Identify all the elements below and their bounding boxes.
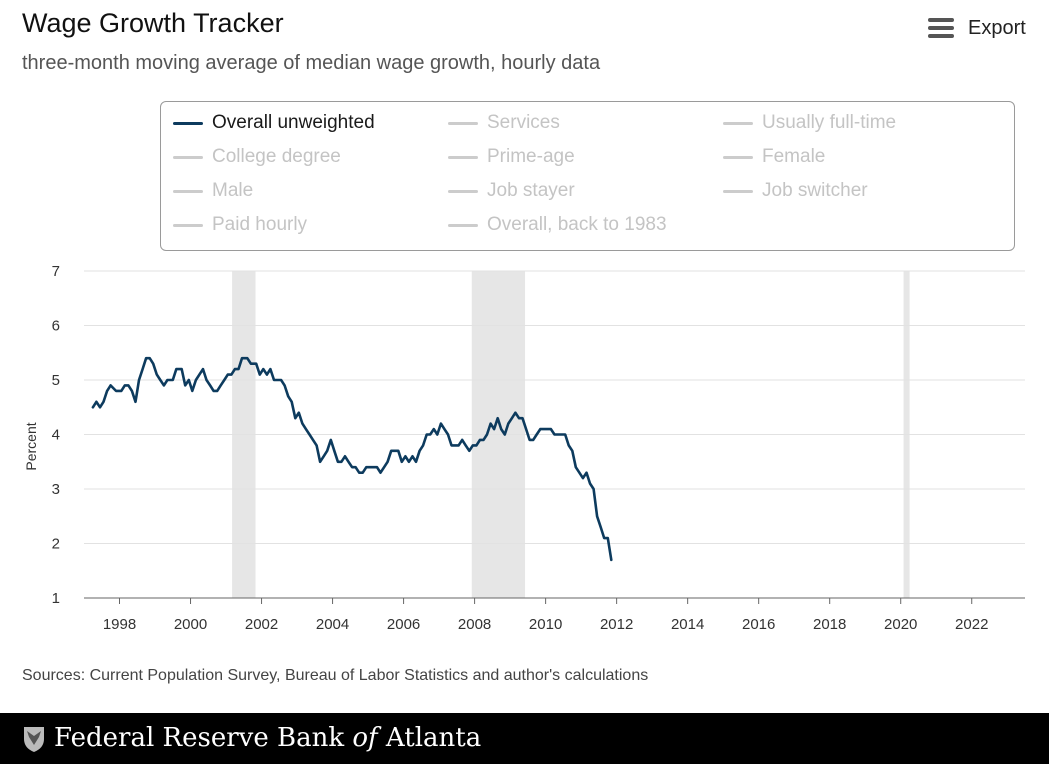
legend-swatch — [173, 121, 203, 125]
export-label[interactable]: Export — [968, 17, 1026, 39]
legend-swatch — [448, 189, 478, 193]
x-tick-label: 2016 — [742, 616, 775, 633]
x-tick-label: 2022 — [955, 616, 988, 633]
x-tick-label: 2020 — [884, 616, 917, 633]
legend-item[interactable]: Job switcher — [723, 180, 868, 202]
series-line — [91, 356, 613, 562]
legend-label[interactable]: College degree — [212, 146, 341, 167]
x-tick-label: 2012 — [600, 616, 633, 633]
legend-label[interactable]: Paid hourly — [212, 214, 308, 235]
x-tick-label: 2006 — [387, 616, 420, 633]
x-tick-label: 2018 — [813, 616, 846, 633]
legend-swatch — [723, 155, 753, 159]
legend-item[interactable]: Overall unweighted — [173, 112, 375, 134]
footer-bar: Federal Reserve Bank of Atlanta — [0, 713, 1049, 764]
y-axis-label: Percent — [23, 422, 39, 470]
menu-icon[interactable] — [928, 17, 954, 40]
export-button[interactable]: Export — [928, 17, 1026, 40]
legend-swatch — [723, 189, 753, 193]
x-tick-label: 2004 — [316, 616, 349, 633]
sources-note: Sources: Current Population Survey, Bure… — [22, 667, 649, 684]
legend-item[interactable]: Male — [173, 180, 253, 202]
y-tick-label: 2 — [52, 536, 60, 553]
x-tick-label: 2010 — [529, 616, 562, 633]
legend-label[interactable]: Services — [487, 112, 560, 133]
legend-swatch — [723, 121, 753, 125]
legend-label[interactable]: Overall unweighted — [212, 112, 375, 133]
y-tick-label: 3 — [52, 481, 60, 498]
chart-plot: 1 2 3 4 5 6 7 1998 2000 2002 2004 2006 2008 2010 2012 2… — [23, 263, 1025, 633]
legend-swatch — [448, 155, 478, 159]
legend-swatch — [173, 223, 203, 227]
legend-item[interactable]: Job stayer — [448, 180, 575, 202]
eagle-seal-icon — [24, 727, 44, 752]
legend-item[interactable]: Overall, back to 1983 — [448, 214, 667, 236]
y-tick-label: 5 — [52, 372, 60, 389]
y-tick-label: 4 — [52, 427, 60, 444]
page-subtitle: three-month moving average of median wag… — [22, 52, 601, 74]
legend-label[interactable]: Job switcher — [762, 180, 868, 201]
legend-label[interactable]: Female — [762, 146, 826, 167]
footer-org-name: Federal Reserve Bank of Atlanta — [54, 723, 482, 753]
x-tick-label: 2000 — [174, 616, 207, 633]
legend-label[interactable]: Job stayer — [487, 180, 575, 201]
legend-swatch — [173, 189, 203, 193]
legend-item[interactable]: Paid hourly — [173, 214, 307, 236]
legend-label[interactable]: Overall, back to 1983 — [487, 214, 667, 235]
legend-label[interactable]: Prime-age — [487, 146, 575, 167]
x-tick-label: 2014 — [671, 616, 704, 633]
page-title: Wage Growth Tracker — [22, 8, 284, 38]
x-tick-label: 2002 — [245, 616, 278, 633]
legend-swatch — [448, 121, 478, 125]
legend-item[interactable]: College degree — [173, 146, 341, 168]
legend-item[interactable]: Usually full-time — [723, 112, 896, 134]
x-tick-label: 1998 — [103, 616, 136, 633]
y-tick-label: 1 — [52, 590, 60, 607]
legend-label[interactable]: Usually full-time — [762, 112, 897, 133]
legend-item[interactable]: Services — [448, 112, 560, 134]
legend-swatch — [173, 155, 203, 159]
legend-item[interactable]: Female — [723, 146, 825, 168]
chart-legend: Overall unweighted Services Usually full-t… — [160, 101, 1015, 251]
y-tick-label: 6 — [52, 318, 60, 335]
legend-swatch — [448, 223, 478, 227]
legend-label[interactable]: Male — [212, 180, 254, 201]
x-tick-label: 2008 — [458, 616, 491, 633]
y-tick-label: 7 — [52, 263, 60, 280]
legend-item[interactable]: Prime-age — [448, 146, 575, 168]
